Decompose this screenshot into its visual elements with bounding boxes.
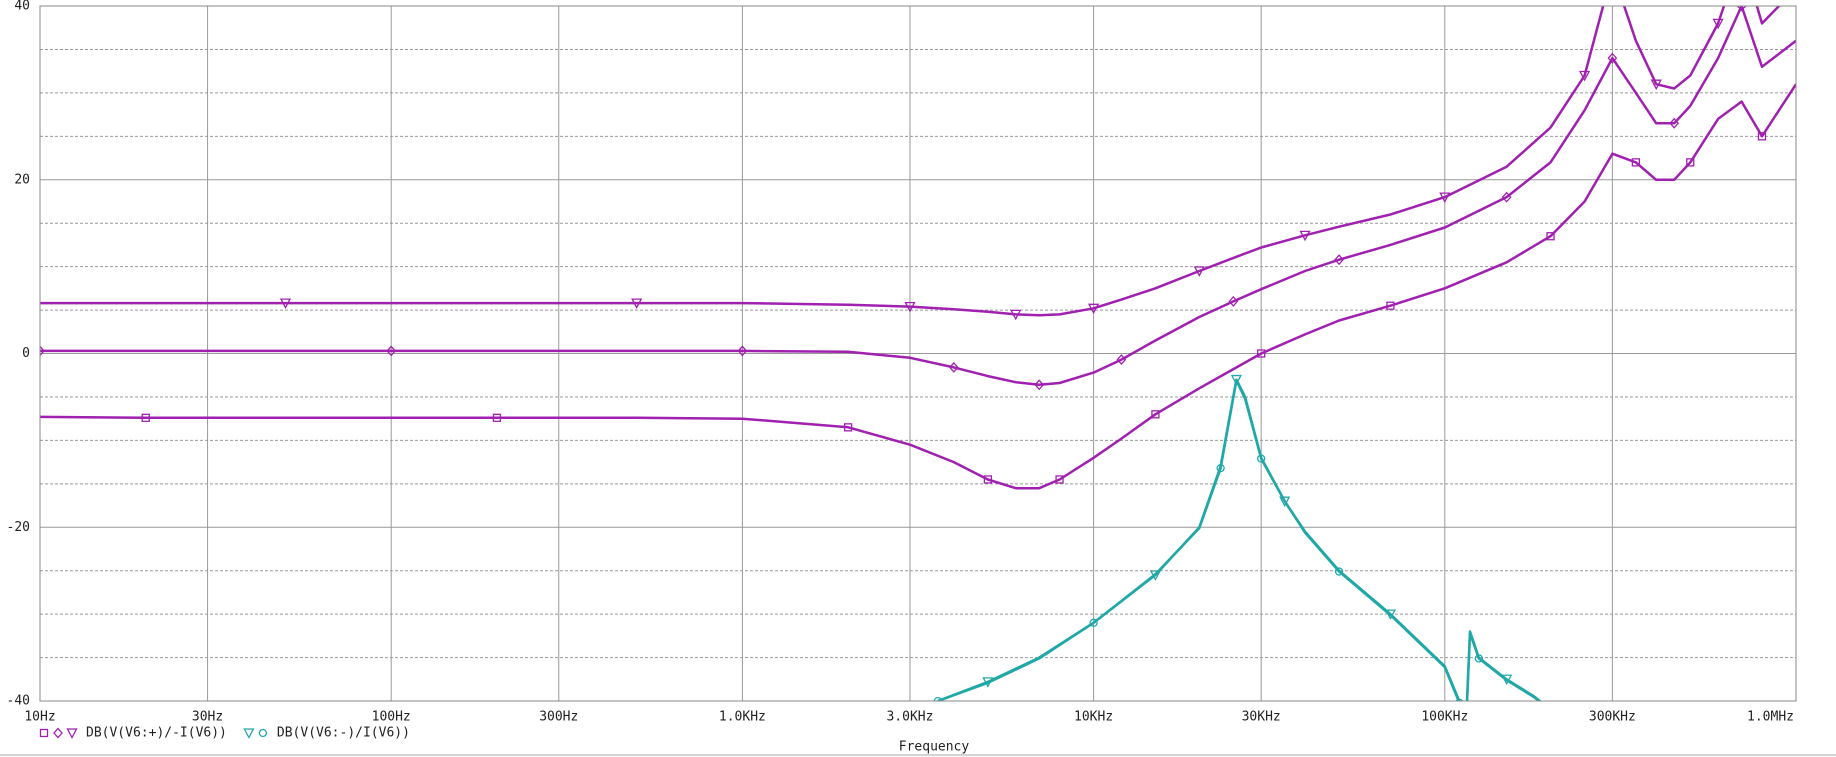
x-tick-label: 30KHz [1242, 710, 1281, 725]
marker [737, 345, 748, 357]
x-tick-label: 3.0KHz [886, 710, 933, 725]
marker [279, 298, 292, 310]
series-line [40, 6, 1781, 317]
series-line [40, 83, 1796, 490]
marker [258, 728, 268, 738]
marker [1474, 654, 1483, 663]
marker [1686, 158, 1695, 167]
marker [141, 413, 150, 422]
y-tick-label: 0 [22, 346, 30, 361]
marker [1257, 349, 1266, 358]
marker [1089, 618, 1098, 627]
marker [386, 345, 397, 357]
marker [1578, 70, 1591, 82]
grid [39, 5, 1797, 702]
x-tick-label: 30Hz [192, 710, 223, 725]
marker [1151, 410, 1160, 419]
marker [1193, 266, 1205, 277]
plot-border [39, 5, 1797, 702]
marker [1501, 191, 1512, 203]
x-tick-label: 300Hz [539, 710, 578, 725]
marker [983, 475, 993, 484]
marker [1216, 464, 1225, 473]
marker [843, 423, 853, 432]
x-tick-label: 1.0KHz [719, 710, 766, 725]
marker [66, 728, 78, 739]
series-line [937, 379, 1542, 701]
marker [492, 413, 502, 422]
marker [1055, 475, 1064, 484]
marker [1334, 567, 1344, 576]
legend-label: DB(V(V6:+)/-I(V6)) [86, 726, 227, 741]
marker [40, 345, 45, 357]
marker [1757, 132, 1767, 141]
x-tick-label: 100Hz [372, 710, 411, 725]
x-axis-label: Frequency [899, 740, 970, 755]
marker [1116, 354, 1127, 366]
marker [1010, 309, 1022, 321]
marker [1228, 295, 1239, 307]
marker [1607, 52, 1618, 64]
marker [1712, 18, 1724, 30]
x-tick-label: 300KHz [1589, 710, 1636, 725]
marker [1279, 496, 1291, 508]
x-tick-label: 100KHz [1421, 710, 1468, 725]
marker [948, 361, 959, 373]
marker [53, 727, 63, 739]
y-tick-label: 20 [14, 172, 30, 187]
marker [1257, 454, 1266, 463]
marker [1299, 230, 1311, 242]
marker [933, 696, 942, 701]
y-tick-label: -40 [7, 694, 30, 709]
series-line [40, 6, 1796, 387]
marker [904, 301, 916, 313]
marker [1650, 79, 1662, 91]
marker [1669, 117, 1680, 129]
marker [1455, 698, 1464, 701]
marker [631, 298, 643, 310]
marker [1230, 374, 1242, 386]
marker [1736, 6, 1747, 12]
marker [243, 728, 255, 739]
x-tick-label: 1.0MHz [1747, 710, 1794, 725]
x-tick-label: 10Hz [24, 710, 55, 725]
plot-area [40, 6, 1796, 701]
legend-label: DB(V(V6:-)/I(V6)) [277, 726, 410, 741]
marker [1034, 379, 1045, 391]
marker [1386, 301, 1395, 310]
marker [1631, 158, 1641, 167]
y-tick-label: -20 [7, 520, 30, 535]
marker [1546, 232, 1555, 241]
marker [1439, 192, 1451, 204]
marker [39, 728, 49, 738]
x-tick-label: 10KHz [1074, 710, 1113, 725]
marker [1334, 254, 1344, 266]
y-tick-label: 40 [14, 0, 30, 14]
marker [1088, 303, 1100, 315]
